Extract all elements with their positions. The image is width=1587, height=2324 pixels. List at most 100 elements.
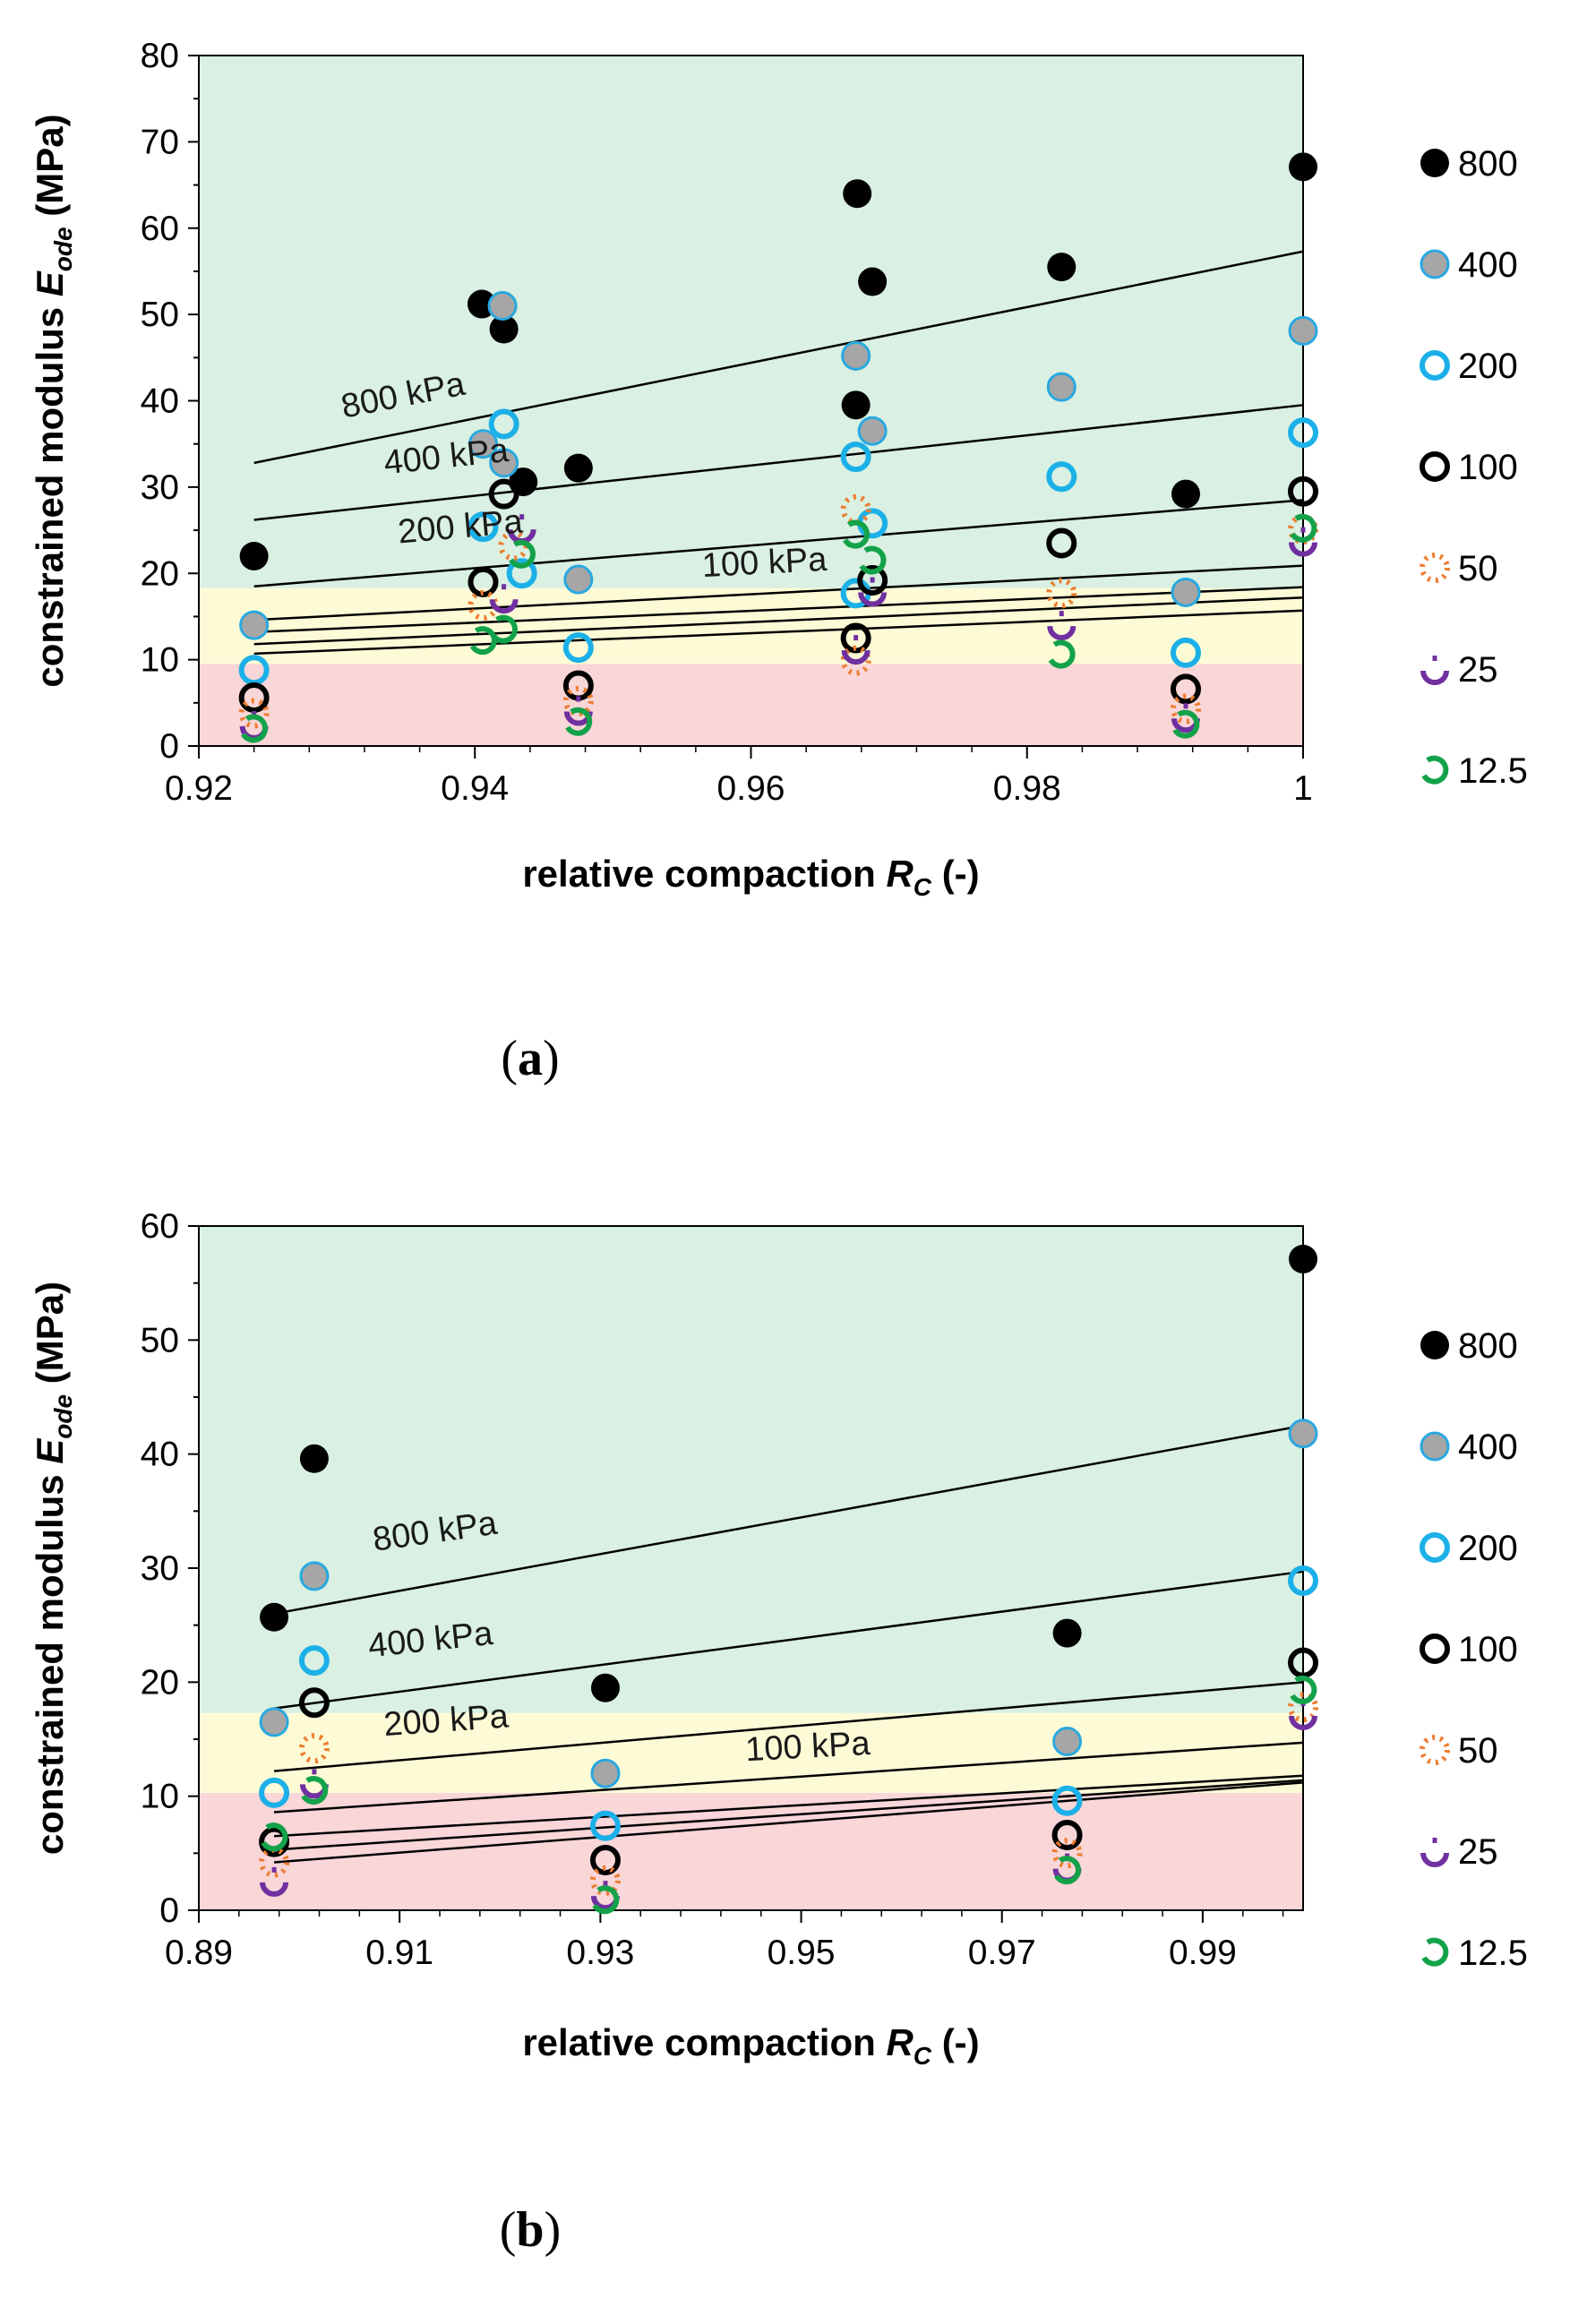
point-400 bbox=[487, 290, 518, 321]
point-200 bbox=[506, 558, 537, 589]
point-200 bbox=[589, 1810, 621, 1841]
point-400 bbox=[489, 448, 519, 478]
point-100 bbox=[1051, 1819, 1083, 1850]
y-tick-label: 20 bbox=[141, 1663, 179, 1702]
trend-line-6 bbox=[273, 1781, 1304, 1864]
y-tick-label: 80 bbox=[141, 37, 179, 75]
point-800 bbox=[1171, 479, 1200, 509]
point-200 bbox=[840, 442, 871, 473]
point-50 bbox=[1046, 578, 1077, 609]
legend-marker-800 bbox=[1420, 149, 1449, 177]
figure-caption: (b) bbox=[500, 2202, 561, 2258]
point-200 bbox=[1288, 1565, 1318, 1597]
legend-marker-50 bbox=[1420, 553, 1450, 583]
point-25 bbox=[1289, 1715, 1317, 1730]
y-tick-label: 0 bbox=[159, 1891, 179, 1930]
legend-label: 800 bbox=[1458, 144, 1518, 184]
point-25 bbox=[858, 592, 888, 607]
legend-label: 100 bbox=[1458, 1630, 1518, 1669]
legend-marker-50 bbox=[1420, 1735, 1450, 1765]
legend-label: 200 bbox=[1458, 1529, 1518, 1568]
point-800 bbox=[239, 541, 269, 570]
band-2 bbox=[199, 56, 1303, 588]
point-100 bbox=[1046, 527, 1077, 559]
legend-label: 800 bbox=[1458, 1326, 1518, 1366]
point-50 bbox=[1170, 693, 1201, 725]
x-tick-label: 0.98 bbox=[993, 769, 1061, 808]
point-50 bbox=[1288, 1692, 1318, 1723]
figure-caption: (a) bbox=[501, 1031, 559, 1086]
x-tick-label: 0.93 bbox=[566, 1934, 634, 1972]
point-12.5 bbox=[1290, 1676, 1317, 1704]
point-400 bbox=[590, 1758, 621, 1788]
point-12.5 bbox=[565, 707, 593, 736]
y-tick-label: 20 bbox=[141, 554, 179, 593]
trend-line-4 bbox=[253, 586, 1304, 634]
point-200 bbox=[1051, 1785, 1083, 1816]
y-tick-label: 10 bbox=[141, 641, 179, 680]
x-tick-label: 0.97 bbox=[968, 1934, 1036, 1972]
legend-label: 50 bbox=[1458, 549, 1498, 588]
point-12.5 bbox=[509, 539, 536, 569]
point-200 bbox=[1170, 637, 1201, 668]
legend-label: 100 bbox=[1458, 448, 1518, 487]
point-12.5 bbox=[1290, 513, 1317, 543]
trend-line-3 bbox=[253, 564, 1304, 622]
legend-label: 50 bbox=[1458, 1731, 1498, 1771]
legend-marker-400 bbox=[1420, 1431, 1450, 1462]
point-12.5 bbox=[241, 714, 268, 743]
y-tick-label: 40 bbox=[141, 1436, 179, 1474]
point-200 bbox=[468, 511, 499, 543]
line-label: 200 kPa bbox=[382, 1697, 510, 1744]
point-200 bbox=[1288, 417, 1318, 449]
point-100 bbox=[589, 1844, 621, 1875]
legend-marker-800 bbox=[1420, 1331, 1449, 1359]
point-100 bbox=[1288, 1647, 1318, 1678]
point-100 bbox=[238, 682, 270, 714]
point-12.5 bbox=[1053, 1856, 1081, 1885]
point-25 bbox=[489, 598, 519, 614]
y-tick-label: 10 bbox=[141, 1778, 179, 1816]
point-100 bbox=[1288, 476, 1318, 507]
point-12.5 bbox=[261, 1822, 288, 1852]
point-12.5 bbox=[469, 626, 497, 656]
trend-line-5 bbox=[273, 1779, 1304, 1851]
y-axis-label: constrained modulus Eode (MPa) bbox=[29, 1282, 77, 1855]
legend-marker-200 bbox=[1420, 1532, 1450, 1563]
legend-marker-25 bbox=[1420, 1852, 1449, 1867]
y-tick-label: 0 bbox=[159, 727, 179, 766]
point-12.5 bbox=[843, 519, 870, 549]
point-800 bbox=[1289, 1244, 1317, 1273]
point-12.5 bbox=[592, 1885, 620, 1915]
point-200 bbox=[488, 408, 519, 440]
trend-line-0 bbox=[273, 1424, 1304, 1616]
point-800 bbox=[843, 179, 872, 209]
x-tick-label: 0.94 bbox=[441, 769, 509, 808]
y-axis-label: constrained modulus Eode (MPa) bbox=[29, 114, 77, 687]
point-400 bbox=[299, 1561, 330, 1591]
point-200 bbox=[562, 632, 594, 664]
x-tick-label: 1 bbox=[1293, 769, 1313, 808]
point-50 bbox=[1051, 1838, 1083, 1869]
line-label: 100 kPa bbox=[744, 1725, 871, 1769]
legend-label: 25 bbox=[1458, 650, 1498, 690]
y-tick-label: 50 bbox=[141, 296, 179, 334]
x-tick-label: 0.99 bbox=[1169, 1934, 1237, 1972]
legend-marker-200 bbox=[1420, 350, 1450, 381]
legend-label: 12.5 bbox=[1458, 751, 1528, 791]
trend-line-4 bbox=[273, 1774, 1304, 1838]
x-tick-label: 0.92 bbox=[165, 769, 233, 808]
x-tick-label: 0.96 bbox=[717, 769, 785, 808]
point-12.5 bbox=[1172, 709, 1200, 739]
point-800 bbox=[841, 390, 871, 420]
y-tick-label: 30 bbox=[141, 468, 179, 507]
point-800 bbox=[489, 314, 519, 344]
trend-line-6 bbox=[253, 609, 1304, 656]
band-1 bbox=[199, 587, 1303, 665]
legend-label: 25 bbox=[1458, 1832, 1498, 1872]
point-200 bbox=[259, 1777, 290, 1808]
legend-marker-100 bbox=[1420, 1634, 1450, 1664]
point-100 bbox=[298, 1687, 330, 1719]
legend-marker-100 bbox=[1420, 451, 1450, 482]
point-400 bbox=[1046, 372, 1077, 402]
